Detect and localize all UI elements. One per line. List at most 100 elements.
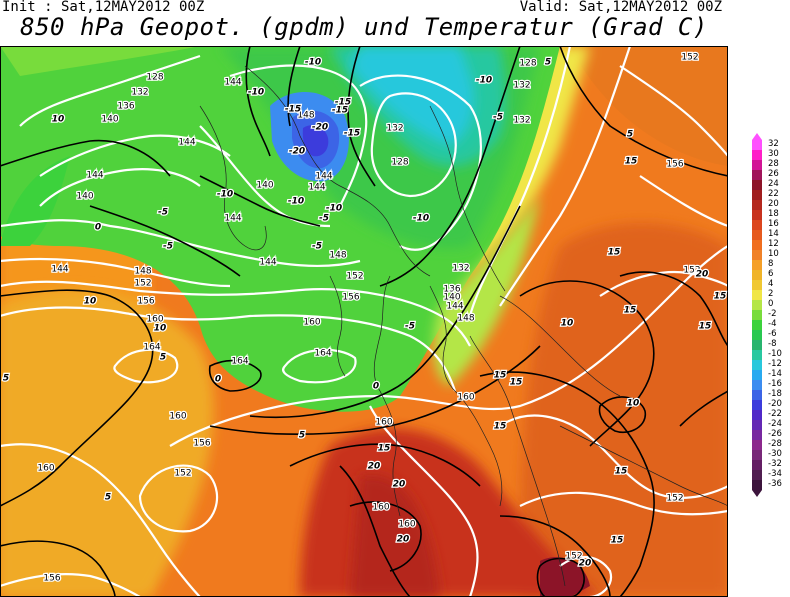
colorbar-label: 22 bbox=[768, 189, 779, 199]
colorbar-label: -34 bbox=[768, 469, 782, 479]
temperature-label: 15 bbox=[378, 444, 391, 454]
colorbar-label: 16 bbox=[768, 219, 779, 229]
temperature-isolines bbox=[0, 46, 728, 597]
colorbar-label: 8 bbox=[768, 259, 774, 269]
temperature-label: 15 bbox=[494, 422, 507, 432]
map-title: 850 hPa Geopot. (gpdm) und Temperatur (G… bbox=[20, 13, 708, 41]
colorbar-top-arrow bbox=[752, 133, 762, 140]
geopotential-label: 152 bbox=[346, 272, 363, 282]
temperature-label: -5 bbox=[312, 242, 322, 252]
colorbar-label: -20 bbox=[768, 399, 782, 409]
colorbar-label: -22 bbox=[768, 409, 782, 419]
colorbar-label: 4 bbox=[768, 279, 774, 289]
colorbar-label: -24 bbox=[768, 419, 782, 429]
temperature-label: -20 bbox=[312, 123, 328, 133]
colorbar-swatch bbox=[752, 370, 762, 380]
temperature-label: 5 bbox=[160, 353, 166, 363]
colorbar-label: 26 bbox=[768, 169, 779, 179]
temperature-label: 20 bbox=[397, 535, 410, 545]
colorbar-label: 10 bbox=[768, 249, 779, 259]
temperature-label: 0 bbox=[95, 223, 101, 233]
colorbar-swatch bbox=[752, 440, 762, 450]
colorbar-swatch bbox=[752, 470, 762, 480]
geopotential-label: 144 bbox=[446, 302, 463, 312]
geopotential-label: 132 bbox=[386, 124, 403, 134]
colorbar-swatch bbox=[752, 450, 762, 460]
colorbar-label: -6 bbox=[768, 329, 777, 339]
geopotential-label: 132 bbox=[513, 116, 530, 126]
geopotential-label: 152 bbox=[666, 494, 683, 504]
colorbar-swatch bbox=[752, 410, 762, 420]
colorbar-label: 28 bbox=[768, 159, 779, 169]
colorbar-swatch bbox=[752, 480, 762, 490]
temperature-label: -10 bbox=[326, 204, 342, 214]
temperature-label: 15 bbox=[510, 378, 523, 388]
geopotential-label: 128 bbox=[146, 73, 163, 83]
geopotential-label: 132 bbox=[452, 264, 469, 274]
temperature-label: 0 bbox=[215, 375, 221, 385]
geopotential-labels: 1281321361401441441401441481441441401441… bbox=[36, 51, 702, 585]
colorbar-swatch bbox=[752, 180, 762, 190]
geopotential-label: 160 bbox=[457, 393, 474, 403]
geopotential-label: 156 bbox=[137, 297, 154, 307]
temperature-label: 15 bbox=[625, 157, 638, 167]
geopotential-label: 144 bbox=[86, 171, 103, 181]
geopotential-label: 160 bbox=[146, 315, 163, 325]
geopotential-label: 152 bbox=[134, 279, 151, 289]
geopotential-label: 152 bbox=[681, 53, 698, 63]
geopotential-label: 160 bbox=[398, 520, 415, 530]
colorbar-label: -12 bbox=[768, 359, 782, 369]
colorbar-swatch bbox=[752, 270, 762, 280]
colorbar-swatch bbox=[752, 460, 762, 470]
init-time-label: Init : Sat,12MAY2012 00Z bbox=[2, 0, 205, 15]
temperature-label: 15 bbox=[611, 536, 624, 546]
temperature-label: 20 bbox=[368, 462, 381, 472]
colorbar-bottom-arrow bbox=[752, 490, 762, 497]
colorbar-swatch bbox=[752, 220, 762, 230]
temperature-label: -10 bbox=[248, 88, 264, 98]
colorbar-swatch bbox=[752, 230, 762, 240]
colorbar-swatch bbox=[752, 200, 762, 210]
temperature-label: -10 bbox=[288, 197, 304, 207]
colorbar-label: 0 bbox=[768, 299, 774, 309]
geopotential-label: 140 bbox=[76, 192, 93, 202]
colorbar-label: 24 bbox=[768, 179, 779, 189]
temperature-label: -15 bbox=[344, 129, 360, 139]
geopotential-label: 160 bbox=[375, 418, 392, 428]
temperature-label: -10 bbox=[413, 214, 429, 224]
colorbar-swatch bbox=[752, 160, 762, 170]
temperature-field bbox=[0, 46, 728, 597]
temperature-label: 20 bbox=[579, 559, 592, 569]
colorbar-label: 18 bbox=[768, 209, 779, 219]
temperature-label: 5 bbox=[105, 493, 111, 503]
temperature-label: -5 bbox=[319, 214, 329, 224]
geopotential-label: 164 bbox=[314, 349, 331, 359]
temperature-label: 15 bbox=[615, 467, 628, 477]
colorbar-label: -18 bbox=[768, 389, 782, 399]
temperature-label: 20 bbox=[393, 480, 406, 490]
colorbar-label: 14 bbox=[768, 229, 779, 239]
geopotential-label: 144 bbox=[308, 183, 325, 193]
geopotential-label: 136 bbox=[117, 102, 134, 112]
geopotential-label: 164 bbox=[143, 343, 160, 353]
geopotential-label: 160 bbox=[37, 464, 54, 474]
colorbar-swatch bbox=[752, 170, 762, 180]
colorbar-swatch bbox=[752, 140, 762, 150]
temperature-label: -10 bbox=[217, 190, 233, 200]
colorbar-swatch bbox=[752, 360, 762, 370]
geopotential-label: 148 bbox=[329, 251, 346, 261]
geopotential-label: 128 bbox=[391, 158, 408, 168]
colorbar-label: 20 bbox=[768, 199, 779, 209]
temperature-label: 0 bbox=[373, 382, 379, 392]
colorbar-label: 6 bbox=[768, 269, 774, 279]
temperature-label: -15 bbox=[332, 106, 348, 116]
temperature-label: -5 bbox=[163, 242, 173, 252]
geopotential-label: 132 bbox=[513, 81, 530, 91]
geopotential-label: 144 bbox=[178, 138, 195, 148]
geopotential-label: 164 bbox=[231, 357, 248, 367]
geopotential-label: 144 bbox=[224, 78, 241, 88]
temperature-label: 15 bbox=[714, 292, 727, 302]
colorbar-swatch bbox=[752, 420, 762, 430]
temperature-label: 10 bbox=[561, 319, 574, 329]
temperature-label: 5 bbox=[299, 431, 305, 441]
